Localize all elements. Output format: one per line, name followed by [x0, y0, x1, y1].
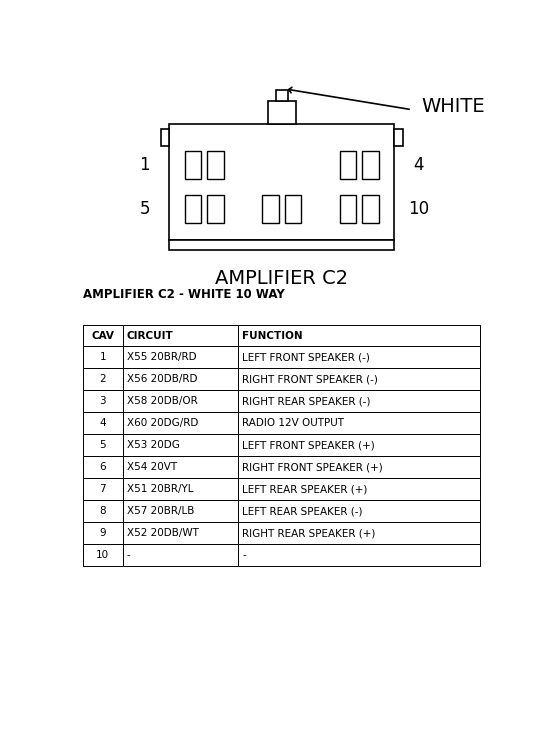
Bar	[170, 124, 394, 240]
Text: X52 20DB/WT: X52 20DB/WT	[127, 528, 199, 538]
Bar	[82, 325, 123, 347]
Bar	[82, 391, 123, 412]
Text: 4: 4	[414, 156, 424, 174]
Bar	[170, 240, 394, 250]
Bar	[340, 195, 356, 222]
Bar	[238, 478, 480, 500]
Bar	[123, 500, 238, 522]
Bar	[82, 500, 123, 522]
Text: WHITE: WHITE	[421, 97, 485, 116]
Bar	[362, 195, 379, 222]
Bar	[123, 391, 238, 412]
Text: LEFT FRONT SPEAKER (-): LEFT FRONT SPEAKER (-)	[242, 353, 370, 362]
Text: 2: 2	[99, 374, 106, 385]
Text: RADIO 12V OUTPUT: RADIO 12V OUTPUT	[242, 418, 344, 428]
Text: X60 20DG/RD: X60 20DG/RD	[127, 418, 198, 428]
Text: LEFT REAR SPEAKER (+): LEFT REAR SPEAKER (+)	[242, 484, 367, 494]
Text: X54 20VT: X54 20VT	[127, 462, 177, 472]
Text: 3: 3	[99, 396, 106, 406]
Bar	[238, 500, 480, 522]
Bar	[82, 434, 123, 456]
Bar	[276, 90, 288, 102]
Bar	[123, 412, 238, 434]
Bar	[185, 151, 201, 179]
Bar	[123, 544, 238, 566]
Bar	[238, 325, 480, 347]
Text: 1: 1	[99, 353, 106, 362]
Bar	[123, 368, 238, 391]
Text: 9: 9	[99, 528, 106, 538]
Bar	[238, 412, 480, 434]
Bar	[238, 456, 480, 478]
Bar	[238, 522, 480, 544]
Text: X55 20BR/RD: X55 20BR/RD	[127, 353, 197, 362]
Bar	[268, 102, 296, 124]
Bar	[123, 456, 238, 478]
Bar	[82, 478, 123, 500]
Bar	[208, 195, 223, 222]
Text: 1: 1	[139, 156, 150, 174]
Bar	[262, 195, 279, 222]
Text: LEFT FRONT SPEAKER (+): LEFT FRONT SPEAKER (+)	[242, 440, 375, 451]
Text: AMPLIFIER C2: AMPLIFIER C2	[215, 269, 348, 288]
Bar	[394, 129, 402, 146]
Text: 7: 7	[99, 484, 106, 494]
Bar	[82, 522, 123, 544]
Bar	[362, 151, 379, 179]
Text: X51 20BR/YL: X51 20BR/YL	[127, 484, 193, 494]
Text: -: -	[242, 550, 246, 560]
Text: X56 20DB/RD: X56 20DB/RD	[127, 374, 197, 385]
Text: X53 20DG: X53 20DG	[127, 440, 180, 451]
Bar	[123, 522, 238, 544]
Bar	[82, 412, 123, 434]
Text: LEFT REAR SPEAKER (-): LEFT REAR SPEAKER (-)	[242, 506, 362, 516]
Bar	[123, 434, 238, 456]
Bar	[123, 347, 238, 368]
Text: AMPLIFIER C2 - WHITE 10 WAY: AMPLIFIER C2 - WHITE 10 WAY	[82, 288, 284, 302]
Text: RIGHT FRONT SPEAKER (-): RIGHT FRONT SPEAKER (-)	[242, 374, 378, 385]
Text: CAV: CAV	[91, 330, 114, 341]
Bar	[238, 544, 480, 566]
Text: 10: 10	[96, 550, 109, 560]
Text: RIGHT REAR SPEAKER (-): RIGHT REAR SPEAKER (-)	[242, 396, 371, 406]
Text: RIGHT REAR SPEAKER (+): RIGHT REAR SPEAKER (+)	[242, 528, 376, 538]
Text: 6: 6	[99, 462, 106, 472]
Text: -: -	[127, 550, 131, 560]
Text: 8: 8	[99, 506, 106, 516]
Bar	[123, 325, 238, 347]
Bar	[208, 151, 223, 179]
Bar	[82, 347, 123, 368]
Bar	[285, 195, 301, 222]
Bar	[238, 347, 480, 368]
Bar	[82, 368, 123, 391]
Bar	[161, 129, 170, 146]
Bar	[82, 456, 123, 478]
Text: 4: 4	[99, 418, 106, 428]
Bar	[82, 544, 123, 566]
Bar	[238, 434, 480, 456]
Text: CIRCUIT: CIRCUIT	[127, 330, 173, 341]
Text: 5: 5	[99, 440, 106, 451]
Bar	[123, 478, 238, 500]
Text: 10: 10	[408, 199, 429, 218]
Text: X57 20BR/LB: X57 20BR/LB	[127, 506, 194, 516]
Text: X58 20DB/OR: X58 20DB/OR	[127, 396, 198, 406]
Bar	[185, 195, 201, 222]
Text: 5: 5	[139, 199, 150, 218]
Bar	[340, 151, 356, 179]
Bar	[238, 368, 480, 391]
Bar	[238, 391, 480, 412]
Text: RIGHT FRONT SPEAKER (+): RIGHT FRONT SPEAKER (+)	[242, 462, 383, 472]
Text: FUNCTION: FUNCTION	[242, 330, 302, 341]
